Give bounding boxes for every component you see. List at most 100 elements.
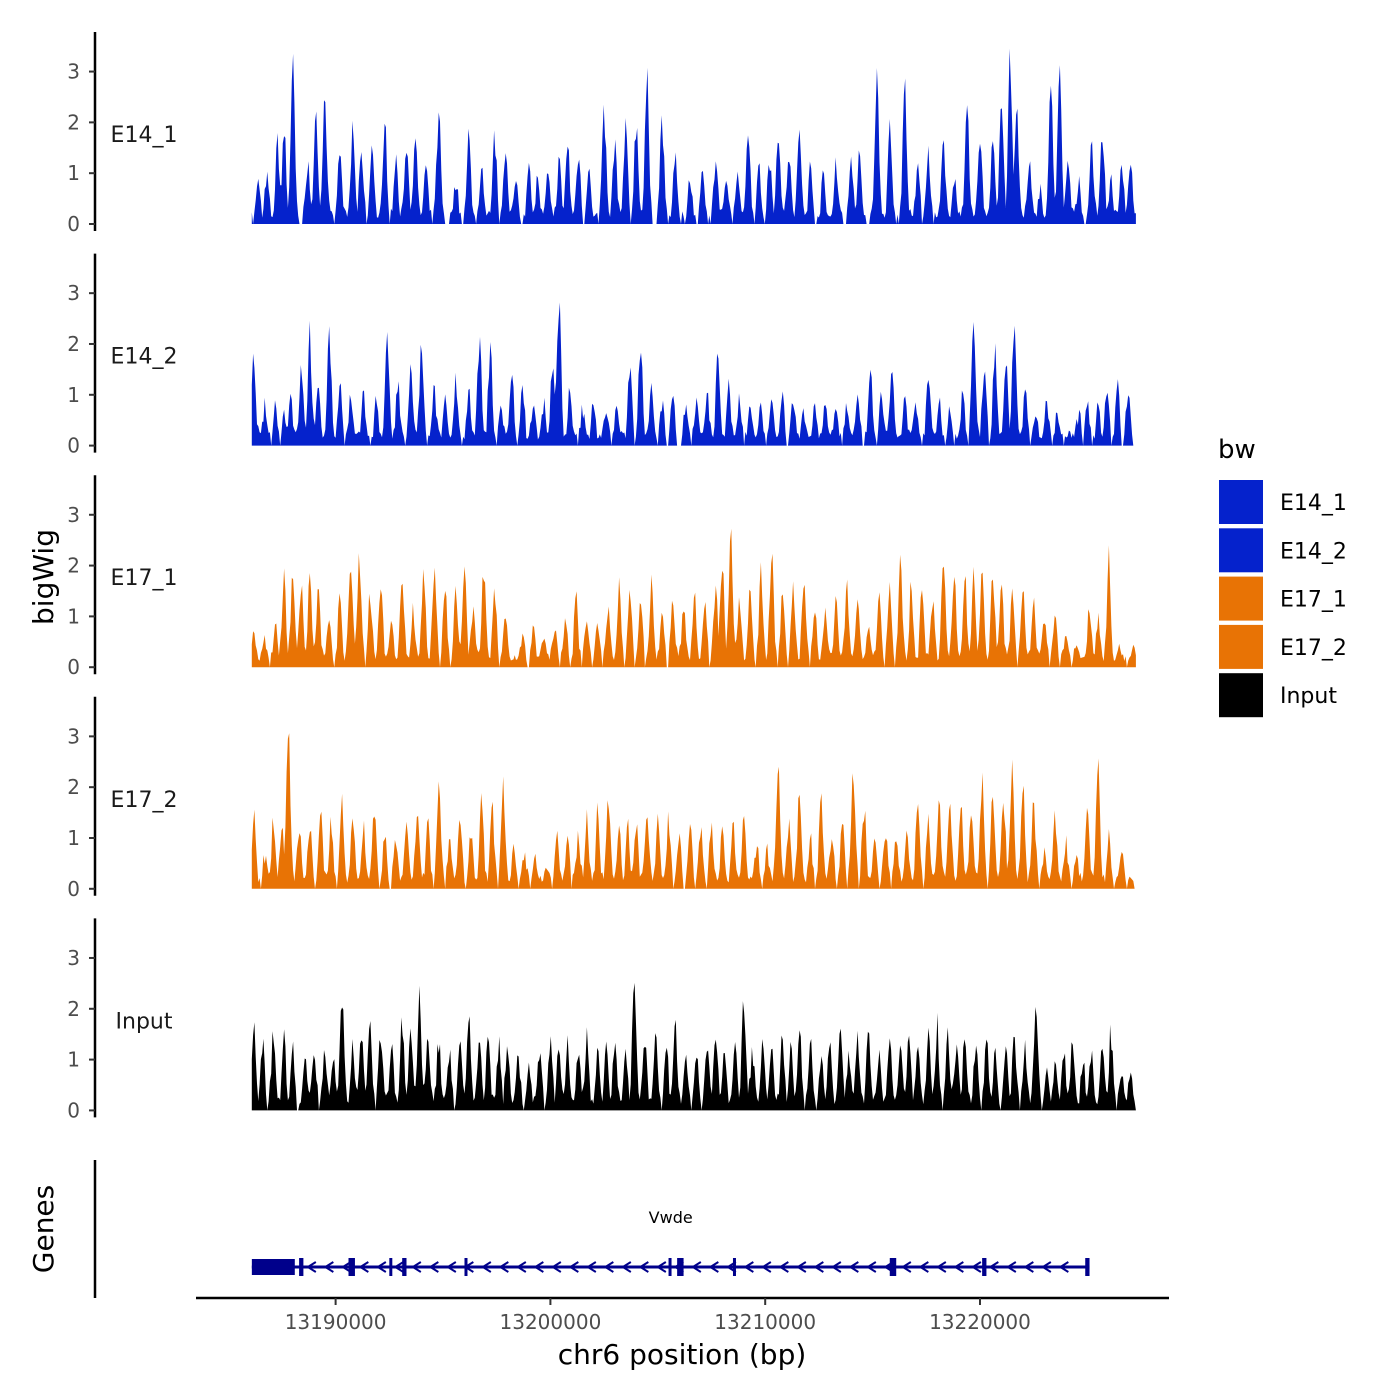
strand-arrow bbox=[585, 1261, 597, 1273]
x-tick-label-13220000: 13220000 bbox=[929, 1310, 1031, 1334]
strand-arrow bbox=[1040, 1261, 1052, 1273]
strand-arrow bbox=[428, 1261, 439, 1273]
y-tick-label-input-0: 0 bbox=[67, 1098, 80, 1122]
strand-arrow bbox=[393, 1261, 404, 1273]
strand-arrow bbox=[638, 1261, 649, 1273]
y-tick-label-e14_2-3: 3 bbox=[67, 281, 80, 305]
strand-arrow bbox=[778, 1261, 789, 1273]
legend-label-e17_2: E17_2 bbox=[1280, 636, 1347, 661]
strand-arrow bbox=[1005, 1261, 1017, 1273]
y-tick-label-input-1: 1 bbox=[67, 1048, 80, 1072]
y-axis-title: bigWig bbox=[27, 529, 60, 625]
strand-arrow bbox=[480, 1261, 492, 1273]
y-tick-label-e17_2-2: 2 bbox=[67, 775, 80, 799]
y-tick-label-e17_1-2: 2 bbox=[67, 554, 80, 578]
strand-arrow bbox=[358, 1261, 369, 1273]
track-label-e14_2: E14_2 bbox=[111, 345, 178, 370]
legend-label-e17_1: E17_1 bbox=[1280, 588, 1347, 613]
y-tick-label-input-2: 2 bbox=[67, 997, 80, 1021]
strand-arrow bbox=[900, 1261, 912, 1273]
strand-arrow bbox=[1023, 1261, 1034, 1273]
exon-1 bbox=[251, 1259, 295, 1275]
exon-4 bbox=[389, 1258, 393, 1276]
coverage-area-e17_1 bbox=[251, 528, 1136, 668]
legend-title: bw bbox=[1218, 435, 1256, 465]
strand-arrow bbox=[603, 1261, 614, 1273]
track-label-input: Input bbox=[116, 1009, 173, 1034]
exon-11 bbox=[982, 1258, 987, 1276]
gene-vwde: Vwde bbox=[251, 1208, 1090, 1276]
exon-3 bbox=[348, 1258, 355, 1276]
strand-arrow bbox=[655, 1261, 667, 1273]
x-axis-title: chr6 position (bp) bbox=[558, 1338, 807, 1371]
strand-arrow bbox=[935, 1261, 947, 1273]
strand-arrow bbox=[813, 1261, 824, 1273]
exon-8 bbox=[677, 1258, 684, 1276]
strand-arrow bbox=[533, 1261, 544, 1273]
y-tick-label-e17_2-1: 1 bbox=[67, 826, 80, 850]
x-tick-label-13200000: 13200000 bbox=[500, 1310, 602, 1334]
x-axis: 13190000 13200000 13210000 13220000 bbox=[196, 1296, 1169, 1334]
strand-arrow bbox=[550, 1261, 562, 1273]
track-e14_1: 0 1 2 3 E14_1 bbox=[67, 32, 1136, 236]
coverage-area-e14_2 bbox=[251, 302, 1136, 446]
y-tick-label-e17_1-1: 1 bbox=[67, 604, 80, 628]
strand-arrow bbox=[970, 1261, 982, 1273]
gene-panel: Vwde bbox=[93, 1160, 1090, 1298]
exon-6 bbox=[464, 1258, 468, 1276]
strand-arrow bbox=[1058, 1261, 1069, 1273]
strand-arrow bbox=[305, 1261, 317, 1273]
strand-arrow bbox=[743, 1261, 754, 1273]
y-tick-label-e17_1-3: 3 bbox=[67, 503, 80, 527]
y-tick-label-input-3: 3 bbox=[67, 946, 80, 970]
x-tick-label-13210000: 13210000 bbox=[714, 1310, 816, 1334]
strand-arrow bbox=[865, 1261, 877, 1273]
strand-arrow bbox=[515, 1261, 527, 1273]
exon-5 bbox=[402, 1258, 407, 1276]
strand-arrow bbox=[795, 1261, 807, 1273]
exon-9 bbox=[732, 1258, 736, 1276]
legend-swatch-e17_1 bbox=[1219, 576, 1263, 621]
strand-arrow bbox=[620, 1261, 632, 1273]
strand-arrow bbox=[323, 1261, 334, 1273]
legend-swatch-input bbox=[1219, 673, 1263, 718]
strand-arrow bbox=[498, 1261, 509, 1273]
y-tick-label-e17_2-3: 3 bbox=[67, 724, 80, 748]
track-e17_2: 0 1 2 3 E17_2 bbox=[67, 696, 1136, 901]
bigwig-tracks: 0 1 2 3 E14_1 0 1 2 3 E14_2 0 1 2 3 E17_1 0 1 2 3 E17_2 0 1 2 3… bbox=[67, 32, 1136, 1122]
y-tick-label-e14_2-0: 0 bbox=[67, 434, 80, 458]
legend-swatch-e17_2 bbox=[1219, 624, 1263, 669]
strand-arrow bbox=[760, 1261, 772, 1273]
legend-swatch-e14_1 bbox=[1219, 480, 1263, 524]
strand-arrow bbox=[445, 1261, 457, 1273]
track-label-e14_1: E14_1 bbox=[111, 123, 178, 148]
y-tick-label-e14_2-1: 1 bbox=[67, 383, 80, 407]
strand-arrow bbox=[848, 1261, 859, 1273]
track-e17_1: 0 1 2 3 E17_1 bbox=[67, 475, 1136, 679]
x-tick-label-13190000: 13190000 bbox=[285, 1310, 387, 1334]
strand-arrow bbox=[375, 1261, 387, 1273]
exon-7 bbox=[668, 1258, 672, 1276]
track-input: 0 1 2 3 Input bbox=[67, 918, 1136, 1122]
strand-arrow bbox=[410, 1261, 422, 1273]
strand-arrow bbox=[953, 1261, 964, 1273]
strand-arrow bbox=[918, 1261, 929, 1273]
coverage-area-e14_1 bbox=[251, 48, 1136, 224]
strand-arrow bbox=[708, 1261, 719, 1273]
y-tick-label-e14_2-2: 2 bbox=[67, 332, 80, 356]
strand-arrow bbox=[340, 1261, 352, 1273]
legend-label-input: Input bbox=[1280, 684, 1337, 709]
gene-name-vwde: Vwde bbox=[649, 1208, 693, 1227]
y-tick-label-e14_1-3: 3 bbox=[67, 60, 80, 84]
legend-label-e14_2: E14_2 bbox=[1280, 539, 1347, 564]
strand-arrow bbox=[830, 1261, 842, 1273]
y-tick-label-e17_1-0: 0 bbox=[67, 655, 80, 679]
track-label-e17_1: E17_1 bbox=[111, 566, 178, 591]
coverage-area-e17_2 bbox=[251, 733, 1136, 889]
exon-2 bbox=[299, 1258, 304, 1276]
y-tick-label-e14_1-2: 2 bbox=[67, 110, 80, 134]
strand-arrow bbox=[568, 1261, 579, 1273]
y-tick-label-e14_1-1: 1 bbox=[67, 161, 80, 185]
genes-axis-title: Genes bbox=[27, 1185, 60, 1273]
